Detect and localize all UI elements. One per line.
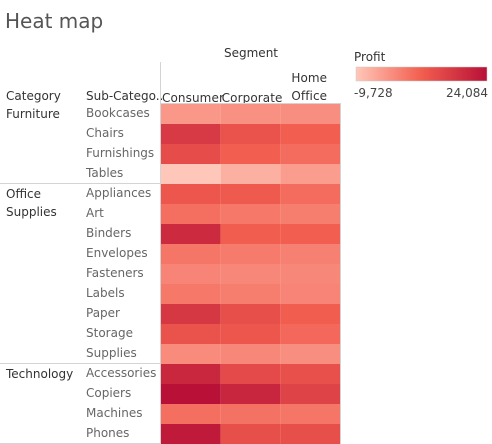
legend-gradient-bar	[355, 66, 488, 82]
heatmap-cell[interactable]	[220, 424, 281, 444]
heatmap-cell[interactable]	[220, 304, 281, 324]
heatmap-cell[interactable]	[220, 264, 281, 284]
heatmap-cell[interactable]	[280, 284, 341, 304]
heatmap-cell[interactable]	[161, 224, 221, 244]
subcategory-label: Art	[86, 206, 104, 220]
category-label-line: Supplies	[6, 205, 57, 219]
heatmap-cell[interactable]	[280, 184, 341, 204]
heatmap-cell[interactable]	[220, 244, 281, 264]
heatmap-cell[interactable]	[161, 344, 221, 364]
heatmap-cell[interactable]	[220, 104, 281, 124]
category-label: Technology	[6, 365, 73, 383]
heatmap-cell[interactable]	[280, 364, 341, 384]
heatmap-cell[interactable]	[220, 164, 281, 184]
heatmap-cell[interactable]	[161, 284, 221, 304]
heatmap-cell[interactable]	[220, 404, 281, 424]
heatmap-cell[interactable]	[161, 304, 221, 324]
subcategory-label: Copiers	[86, 386, 132, 400]
column-header-divider	[160, 62, 161, 444]
heatmap-cell[interactable]	[280, 144, 341, 164]
heatmap-cell[interactable]	[280, 264, 341, 284]
heatmap-cell[interactable]	[220, 324, 281, 344]
heatmap-cell[interactable]	[220, 184, 281, 204]
grid-right-edge	[340, 103, 341, 444]
heatmap-cell[interactable]	[161, 324, 221, 344]
heatmap-cell[interactable]	[280, 164, 341, 184]
header-rule	[160, 103, 340, 104]
segment-label: Consumer	[162, 89, 224, 107]
heatmap-cell[interactable]	[161, 364, 221, 384]
heatmap-cell[interactable]	[220, 124, 281, 144]
segment-header: Segment	[224, 46, 278, 60]
heatmap-cell[interactable]	[161, 204, 221, 224]
segment-label: Home Office	[291, 69, 327, 105]
legend-title: Profit	[354, 50, 386, 64]
heatmap-cell[interactable]	[161, 424, 221, 444]
legend-min-label: -9,728	[354, 86, 393, 100]
subcategory-label: Storage	[86, 326, 133, 340]
subcategory-label: Supplies	[86, 346, 137, 360]
heatmap-cell[interactable]	[220, 204, 281, 224]
category-header: Category	[6, 89, 61, 103]
heatmap-cell[interactable]	[280, 104, 341, 124]
heatmap-cell[interactable]	[280, 324, 341, 344]
heatmap-cell[interactable]	[280, 204, 341, 224]
heatmap-cell[interactable]	[220, 224, 281, 244]
subcategory-label: Machines	[86, 406, 143, 420]
heatmap-cell[interactable]	[161, 264, 221, 284]
color-legend	[355, 66, 488, 82]
heatmap-cell[interactable]	[220, 364, 281, 384]
heatmap-cell[interactable]	[220, 144, 281, 164]
heatmap-cell[interactable]	[161, 124, 221, 144]
subcategory-label: Phones	[86, 426, 130, 440]
category-label-line: Technology	[6, 367, 74, 381]
heatmap-cell[interactable]	[161, 384, 221, 404]
heatmap-cell[interactable]	[161, 164, 221, 184]
heatmap-cell[interactable]	[280, 304, 341, 324]
subcategory-label: Furnishings	[86, 146, 155, 160]
heatmap-cell[interactable]	[280, 384, 341, 404]
segment-label-line: Corporate	[221, 91, 283, 105]
subcategory-label: Fasteners	[86, 266, 144, 280]
heatmap-cell[interactable]	[161, 104, 221, 124]
heatmap-cell[interactable]	[161, 144, 221, 164]
heatmap-cell[interactable]	[161, 184, 221, 204]
heatmap-cell[interactable]	[161, 404, 221, 424]
heatmap-cell[interactable]	[280, 404, 341, 424]
chart-title: Heat map	[5, 9, 104, 33]
subcategory-label: Accessories	[86, 366, 157, 380]
subcategory-label: Chairs	[86, 126, 124, 140]
heatmap-cell[interactable]	[280, 224, 341, 244]
segment-label-line: Office	[291, 89, 328, 103]
subcategory-label: Paper	[86, 306, 120, 320]
category-separator	[0, 363, 160, 364]
category-label-line: Office	[6, 187, 42, 201]
segment-label-line: Consumer	[162, 91, 224, 105]
heatmap-cell[interactable]	[280, 244, 341, 264]
heatmap-cell[interactable]	[280, 344, 341, 364]
category-separator	[0, 183, 160, 184]
heatmap-cell[interactable]	[220, 384, 281, 404]
subcategory-label: Binders	[86, 226, 132, 240]
legend-max-label: 24,084	[446, 86, 488, 100]
subcategory-label: Envelopes	[86, 246, 148, 260]
heatmap-cell[interactable]	[220, 284, 281, 304]
heatmap-cells	[161, 104, 341, 444]
segment-label: Corporate	[222, 89, 283, 107]
segment-label-line: Home	[291, 71, 328, 85]
subcategory-label: Labels	[86, 286, 125, 300]
category-label: Office Supplies	[6, 185, 57, 221]
subcategory-label: Appliances	[86, 186, 152, 200]
subcategory-label: Tables	[86, 166, 124, 180]
heatmap-cell[interactable]	[161, 244, 221, 264]
heatmap-cell[interactable]	[220, 344, 281, 364]
category-label-line: Furniture	[6, 107, 60, 121]
heatmap-cell[interactable]	[280, 424, 341, 444]
subcategory-label: Bookcases	[86, 106, 150, 120]
heatmap-cell[interactable]	[280, 124, 341, 144]
subcategory-header: Sub-Catego..	[86, 89, 164, 103]
category-label: Furniture	[6, 105, 60, 123]
